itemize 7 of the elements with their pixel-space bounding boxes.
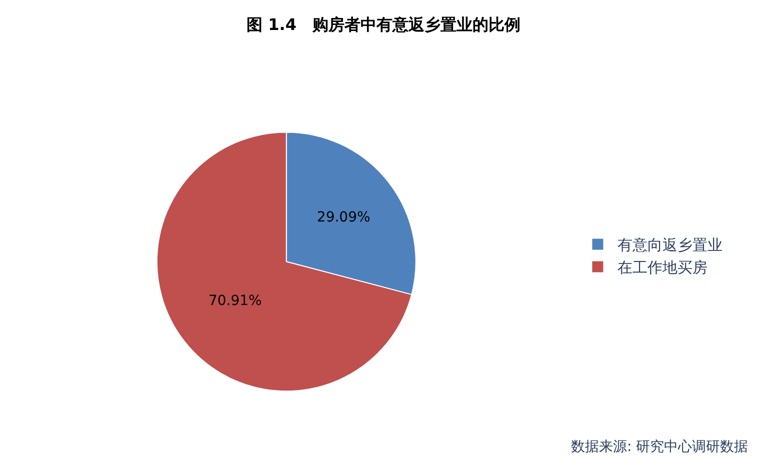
pie-slice bbox=[156, 132, 412, 392]
chart-title: 图 1.4 购房者中有意返乡置业的比例 bbox=[246, 15, 520, 34]
legend-label: 有意向返乡置业 bbox=[618, 236, 723, 254]
data-label: 29.09% bbox=[316, 210, 370, 226]
source-note: 数据来源: 研究中心调研数据 bbox=[571, 439, 748, 455]
legend-label: 在工作地买房 bbox=[618, 258, 708, 277]
data-label: 70.91% bbox=[208, 293, 262, 310]
